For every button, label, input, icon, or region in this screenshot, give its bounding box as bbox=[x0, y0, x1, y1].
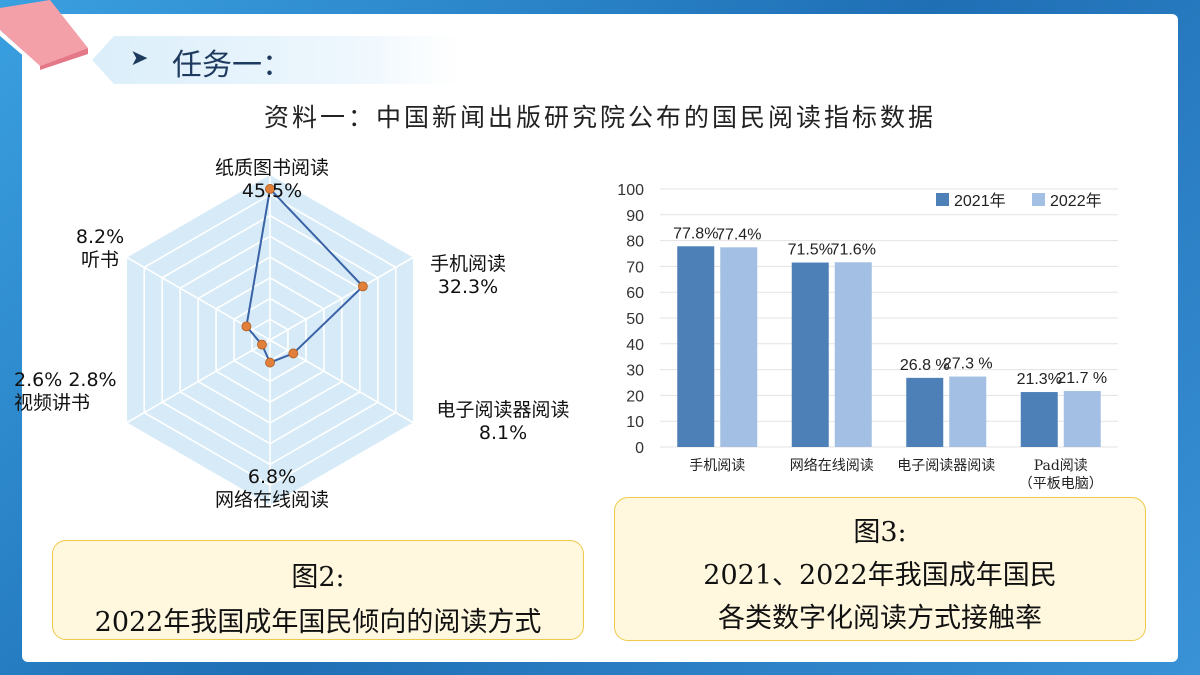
x-tick-label: 电子阅读器阅读 bbox=[897, 457, 995, 474]
y-tick-label: 60 bbox=[626, 285, 644, 302]
y-tick-label: 90 bbox=[626, 208, 644, 225]
legend-swatch bbox=[1032, 193, 1045, 206]
y-tick-label: 70 bbox=[626, 259, 644, 276]
y-tick-label: 0 bbox=[635, 440, 644, 457]
y-tick-label: 50 bbox=[626, 311, 644, 328]
figure3-caption-title: 图3: bbox=[615, 510, 1145, 549]
x-tick-label: Pad阅读 bbox=[1034, 457, 1088, 474]
legend-swatch bbox=[936, 193, 949, 206]
bar-data-label: 77.4% bbox=[716, 226, 761, 243]
bar bbox=[1021, 392, 1058, 447]
legend-label: 2022年 bbox=[1050, 192, 1102, 210]
bar bbox=[720, 247, 757, 447]
y-tick-label: 20 bbox=[626, 388, 644, 405]
y-tick-label: 30 bbox=[626, 363, 644, 380]
bar bbox=[677, 246, 714, 447]
bar bbox=[1064, 391, 1101, 447]
y-tick-label: 40 bbox=[626, 337, 644, 354]
legend-label: 2021年 bbox=[954, 192, 1006, 210]
bar-data-label: 77.8% bbox=[673, 225, 718, 242]
x-tick-label: 手机阅读 bbox=[689, 457, 745, 474]
y-tick-label: 80 bbox=[626, 234, 644, 251]
figure3-caption: 图3: 2021、2022年我国成年国民 各类数字化阅读方式接触率 bbox=[614, 497, 1146, 641]
bar bbox=[906, 378, 943, 447]
figure3-caption-text-2: 各类数字化阅读方式接触率 bbox=[615, 596, 1145, 635]
bar-data-label: 21.3% bbox=[1017, 371, 1062, 388]
bar bbox=[792, 263, 829, 447]
bar-data-label: 71.6% bbox=[831, 241, 876, 258]
bar-data-label: 71.5% bbox=[788, 242, 833, 259]
y-tick-label: 100 bbox=[617, 182, 644, 199]
bar-legend: 2021年 2022年 bbox=[936, 192, 1102, 210]
bar-data-label: 21.7 % bbox=[1057, 370, 1107, 387]
bar bbox=[949, 377, 986, 447]
x-tick-label: （平板电脑） bbox=[1019, 476, 1103, 492]
y-tick-label: 10 bbox=[626, 414, 644, 431]
figure3-caption-text-1: 2021、2022年我国成年国民 bbox=[615, 553, 1145, 592]
x-tick-label: 网络在线阅读 bbox=[790, 457, 874, 474]
bar-data-label: 27.3 % bbox=[943, 356, 993, 373]
bar bbox=[835, 262, 872, 447]
